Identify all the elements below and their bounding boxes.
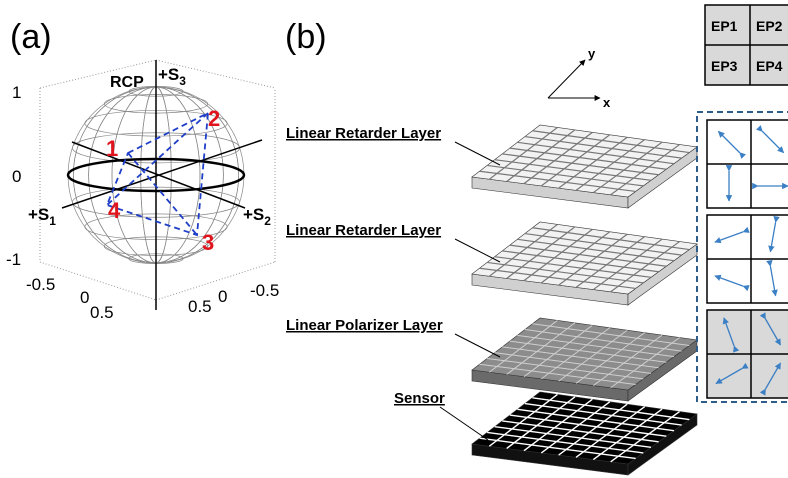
pixel-label: EP1 bbox=[711, 18, 738, 34]
point-label: 4 bbox=[108, 198, 121, 223]
point-label: 3 bbox=[202, 230, 214, 255]
y-tick-label: -0.5 bbox=[250, 281, 279, 300]
x-tick-label: 0.5 bbox=[90, 303, 114, 322]
layer-label: Linear Retarder Layer bbox=[286, 125, 441, 142]
axis-label: x bbox=[603, 95, 611, 110]
axis-label: +S1 bbox=[28, 205, 56, 228]
panel-label: (a) bbox=[10, 18, 52, 56]
figure: (a) RCP +S3 +S1 +S2 1 0 -1 -0.5 0 0.5 0.… bbox=[0, 0, 788, 478]
pattern-cells bbox=[707, 120, 788, 398]
pixel-label: EP3 bbox=[711, 58, 738, 74]
z-tick-label: 1 bbox=[12, 83, 21, 102]
y-tick-label: 0.5 bbox=[188, 297, 212, 316]
pixel-label: EP2 bbox=[756, 18, 783, 34]
axis-label: y bbox=[588, 46, 596, 61]
z-tick-label: 0 bbox=[12, 167, 21, 186]
panel-label: (b) bbox=[285, 18, 327, 56]
layer-label: Linear Retarder Layer bbox=[286, 222, 441, 239]
layer-label: Linear Polarizer Layer bbox=[286, 317, 443, 334]
panel-b: (b) x y Linear Retarder Layer Linear Ret… bbox=[285, 5, 788, 475]
pixel-legend: EP1 EP2 EP3 EP4 bbox=[705, 5, 788, 85]
point-label: 1 bbox=[106, 136, 118, 161]
layer-label: Sensor bbox=[394, 390, 445, 407]
y-tick-label: 0 bbox=[218, 287, 227, 306]
x-tick-label: -0.5 bbox=[26, 275, 55, 294]
axis-label: +S2 bbox=[243, 205, 271, 228]
pixel-label: EP4 bbox=[756, 58, 783, 74]
rcp-label: RCP bbox=[110, 74, 144, 91]
point-label: 2 bbox=[208, 106, 220, 131]
z-tick-label: -1 bbox=[6, 250, 21, 269]
axis-label: +S3 bbox=[158, 65, 186, 88]
panel-a: (a) RCP +S3 +S1 +S2 1 0 -1 -0.5 0 0.5 0.… bbox=[6, 18, 279, 322]
layer-stack bbox=[472, 125, 697, 475]
x-tick-label: 0 bbox=[80, 288, 89, 307]
y-arrow bbox=[548, 60, 585, 98]
